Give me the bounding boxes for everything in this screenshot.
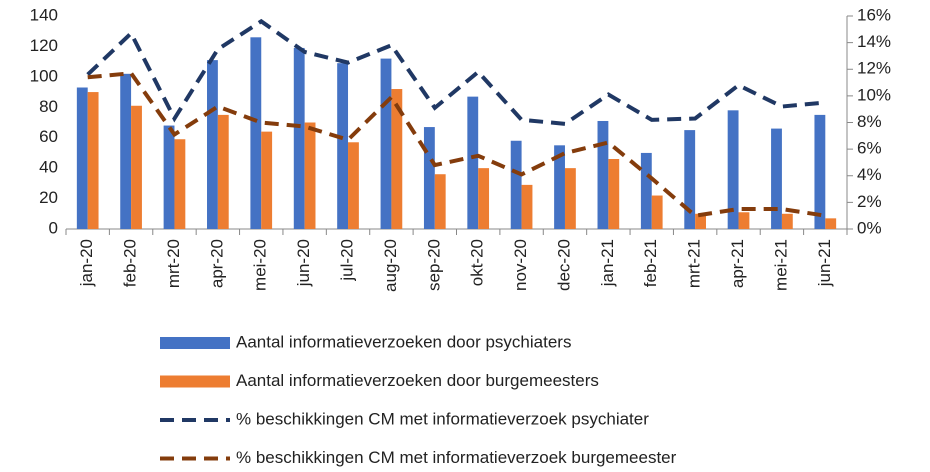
bar: [348, 142, 359, 229]
bar: [771, 128, 782, 229]
bar: [521, 184, 533, 229]
y2-tick-label: 0%: [857, 218, 882, 237]
bar: [738, 212, 750, 229]
y2-tick-label: 4%: [857, 165, 882, 184]
bar: [380, 58, 392, 229]
bar: [87, 92, 99, 229]
x-tick-label: feb-20: [121, 239, 140, 287]
y2-tick-label: 12%: [857, 59, 891, 78]
bar: [651, 195, 663, 229]
y-tick-label: 100: [30, 66, 58, 85]
y-tick-label: 60: [39, 127, 58, 146]
x-tick-label: mei-20: [251, 239, 270, 291]
x-tick-label: mrt-21: [685, 239, 704, 288]
x-tick-label: sep-20: [424, 239, 443, 291]
legend-label: % beschikkingen CM met informatieverzoek…: [236, 409, 649, 428]
x-tick-label: mrt-20: [164, 239, 183, 288]
bar: [217, 114, 229, 229]
bar: [174, 139, 186, 229]
bar: [423, 127, 435, 229]
bar: [207, 60, 218, 229]
y-tick-label: 0: [49, 218, 58, 237]
bar: [261, 131, 273, 229]
x-tick-label: apr-21: [728, 239, 747, 288]
x-tick-label: jan-20: [77, 239, 96, 287]
legend-swatch: [160, 337, 230, 349]
x-tick-label: okt-20: [468, 239, 487, 286]
bar: [554, 145, 565, 229]
y-tick-label: 20: [39, 188, 58, 207]
y2-tick-label: 2%: [857, 192, 882, 211]
y-tick-label: 140: [30, 5, 58, 24]
legend-label: Aantal informatieverzoeken door psychiat…: [236, 332, 571, 351]
bar: [163, 125, 175, 229]
bar: [76, 87, 88, 229]
bar: [434, 174, 446, 229]
line: [87, 71, 826, 218]
bar: [120, 73, 132, 229]
bar: [814, 114, 826, 229]
y2-tick-label: 14%: [857, 32, 891, 51]
bar: [293, 47, 305, 230]
y-tick-label: 40: [39, 158, 58, 177]
x-tick-label: dec-20: [554, 239, 573, 291]
line: [86, 18, 826, 126]
bar: [391, 89, 403, 230]
y-tick-label: 120: [30, 36, 58, 55]
bar: [695, 213, 706, 229]
bar: [478, 168, 490, 229]
bar: [781, 213, 793, 229]
bar: [304, 122, 316, 229]
bar: [510, 140, 522, 229]
x-tick-label: aug-20: [381, 239, 400, 292]
x-tick-label: nov-20: [511, 239, 530, 291]
x-tick-label: apr-20: [207, 239, 226, 288]
x-tick-label: jun-20: [294, 239, 313, 287]
bar: [597, 120, 609, 229]
legend-label: Aantal informatieverzoeken door burgemee…: [236, 371, 599, 390]
legend-label: % beschikkingen CM met informatieverzoek…: [236, 448, 677, 467]
y2-tick-label: 16%: [857, 5, 891, 24]
bar: [250, 37, 262, 229]
x-tick-label: mei-21: [771, 239, 790, 291]
x-tick-label: jun-21: [815, 239, 834, 287]
y2-tick-label: 8%: [857, 112, 882, 131]
bar: [684, 130, 696, 229]
bar: [608, 159, 620, 229]
bar: [564, 168, 576, 229]
bar: [640, 152, 652, 229]
bar: [727, 110, 739, 229]
y2-tick-label: 6%: [857, 139, 882, 158]
bar: [131, 105, 142, 229]
x-tick-label: jul-20: [338, 239, 357, 282]
bar: [337, 63, 349, 229]
bar: [467, 96, 479, 229]
x-tick-label: jan-21: [598, 239, 617, 287]
x-tick-label: feb-21: [641, 239, 660, 287]
y2-tick-label: 10%: [857, 85, 891, 104]
bar: [825, 218, 837, 229]
y-tick-label: 80: [39, 97, 58, 116]
legend-swatch: [160, 375, 230, 388]
